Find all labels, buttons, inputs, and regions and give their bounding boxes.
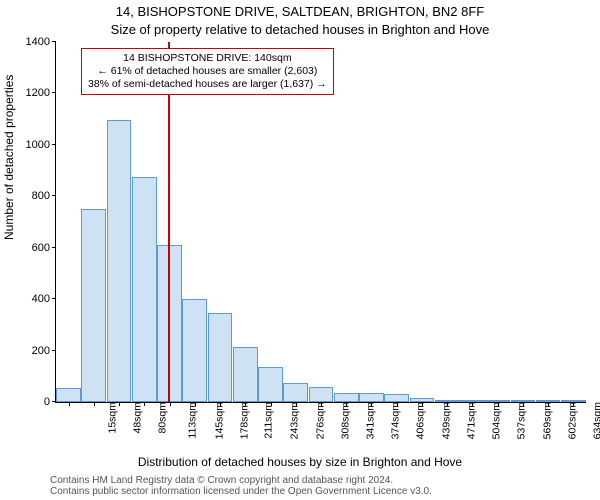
x-tick-mark [245, 402, 246, 406]
y-tick-label: 600 [32, 242, 56, 254]
x-tick-mark [271, 402, 272, 406]
footer-line-1: Contains HM Land Registry data © Crown c… [50, 475, 432, 486]
x-tick-label: 504sqm [489, 402, 503, 439]
x-tick-label: 80sqm [155, 402, 169, 434]
x-tick-label: 145sqm [211, 402, 225, 439]
footer-line-2: Contains public sector information licen… [50, 486, 432, 497]
y-axis-label: Number of detached properties [2, 75, 16, 240]
histogram-bar [384, 394, 409, 402]
x-tick-label: 537sqm [514, 402, 528, 439]
y-tick-mark [52, 247, 56, 248]
property-info-box: 14 BISHOPSTONE DRIVE: 140sqm ← 61% of de… [81, 48, 334, 95]
y-tick-mark [52, 41, 56, 42]
y-tick-mark [52, 144, 56, 145]
histogram-bar [81, 209, 106, 402]
histogram-bar [309, 387, 334, 402]
y-tick-label: 1200 [26, 87, 56, 99]
x-tick-mark [94, 402, 95, 406]
info-line-property: 14 BISHOPSTONE DRIVE: 140sqm [88, 52, 327, 65]
y-tick-label: 1000 [26, 139, 56, 151]
x-tick-label: 341sqm [362, 402, 376, 439]
info-line-smaller: ← 61% of detached houses are smaller (2,… [88, 65, 327, 78]
x-tick-mark [472, 402, 473, 406]
chart-title-address: 14, BISHOPSTONE DRIVE, SALTDEAN, BRIGHTO… [0, 4, 600, 19]
x-tick-mark [523, 402, 524, 406]
x-tick-label: 471sqm [463, 402, 477, 439]
y-tick-label: 1400 [26, 36, 56, 48]
histogram-bar [359, 393, 384, 402]
histogram-bar [182, 299, 207, 402]
x-axis-label: Distribution of detached houses by size … [0, 455, 600, 469]
y-tick-label: 200 [32, 345, 56, 357]
x-tick-mark [69, 402, 70, 406]
histogram-bar [233, 347, 258, 402]
histogram-bar [107, 120, 132, 402]
x-tick-label: 634sqm [590, 402, 600, 439]
x-tick-label: 276sqm [312, 402, 326, 439]
x-tick-label: 406sqm [413, 402, 427, 439]
copyright-footer: Contains HM Land Registry data © Crown c… [50, 475, 432, 497]
y-tick-mark [52, 298, 56, 299]
x-tick-label: 243sqm [287, 402, 301, 439]
chart-plot-area: 020040060080010001200140015sqm48sqm80sqm… [55, 42, 586, 403]
x-tick-mark [371, 402, 372, 406]
histogram-bar [208, 313, 233, 402]
x-tick-mark [170, 402, 171, 406]
x-tick-label: 308sqm [337, 402, 351, 439]
x-tick-label: 602sqm [564, 402, 578, 439]
x-tick-mark [548, 402, 549, 406]
x-tick-mark [422, 402, 423, 406]
x-tick-mark [296, 402, 297, 406]
x-tick-label: 113sqm [185, 402, 199, 439]
histogram-bar [56, 388, 81, 402]
y-tick-label: 400 [32, 293, 56, 305]
x-tick-mark [397, 402, 398, 406]
x-tick-mark [498, 402, 499, 406]
histogram-bar [258, 367, 283, 402]
x-tick-label: 178sqm [236, 402, 250, 439]
x-tick-label: 374sqm [388, 402, 402, 439]
y-tick-mark [52, 195, 56, 196]
x-tick-label: 569sqm [539, 402, 553, 439]
x-tick-label: 15sqm [104, 402, 118, 434]
x-tick-label: 439sqm [438, 402, 452, 439]
x-tick-label: 211sqm [261, 402, 275, 439]
x-tick-mark [144, 402, 145, 406]
x-tick-mark [220, 402, 221, 406]
property-marker-line [168, 42, 170, 402]
x-tick-mark [447, 402, 448, 406]
y-tick-label: 800 [32, 190, 56, 202]
x-tick-label: 48sqm [129, 402, 143, 434]
histogram-bar [334, 393, 359, 402]
histogram-bar [283, 383, 308, 402]
x-tick-mark [119, 402, 120, 406]
y-tick-mark [52, 92, 56, 93]
chart-subtitle: Size of property relative to detached ho… [0, 22, 600, 37]
y-tick-mark [52, 350, 56, 351]
x-tick-mark [346, 402, 347, 406]
histogram-bar [132, 177, 157, 402]
x-tick-mark [195, 402, 196, 406]
x-tick-mark [573, 402, 574, 406]
x-tick-mark [321, 402, 322, 406]
y-tick-label: 0 [44, 396, 56, 408]
info-line-larger: 38% of semi-detached houses are larger (… [88, 78, 327, 91]
